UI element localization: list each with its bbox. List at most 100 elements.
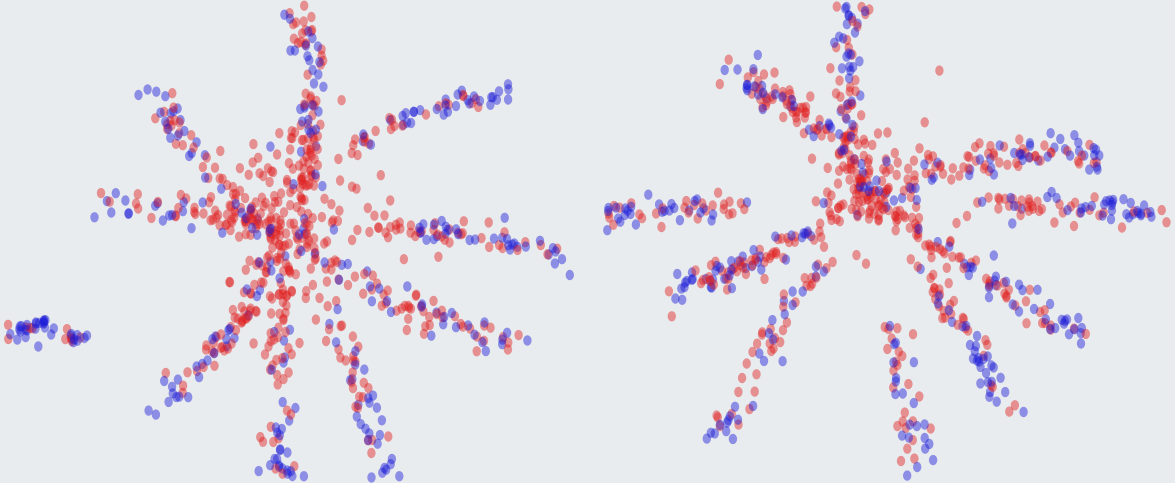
point-series-a [870,208,879,219]
point-series-a [728,208,737,219]
point-series-b [1057,314,1066,325]
point-series-a [303,118,313,130]
point-series-b [860,6,870,17]
point-series-a [779,111,788,123]
point-series-a [958,312,967,323]
point-series-a [222,219,231,230]
point-series-b [253,229,262,240]
point-series-a [798,102,808,113]
point-series-a [479,335,489,346]
point-series-a [751,81,760,93]
point-series-b [144,405,153,416]
point-series-a [955,170,964,181]
point-series-a [472,346,481,357]
point-series-b [727,256,736,267]
point-series-a [432,308,441,320]
point-series-a [246,288,255,299]
point-series-a [376,170,385,181]
point-series-b [847,96,856,107]
point-series-b [166,132,175,143]
point-series-b [1107,205,1117,216]
point-series-b [492,94,502,106]
point-series-a [920,117,929,128]
point-series-a [276,215,285,226]
point-series-b [757,264,766,275]
point-series-a [287,126,296,137]
point-series-b [725,411,735,422]
point-series-a [316,119,325,130]
point-series-a [249,208,259,219]
point-series-b [1085,164,1094,175]
point-series-a [192,365,202,377]
point-series-a [836,91,845,103]
point-series-b [203,355,212,366]
point-series-a [300,0,309,11]
point-series-a [228,188,238,200]
point-series-b [375,429,385,441]
point-series-b [167,381,177,392]
point-series-b [1052,192,1061,204]
point-series-b [502,233,512,245]
point-series-a [404,302,414,313]
point-series-a [245,255,254,266]
point-series-a [257,277,266,288]
point-series-a [302,218,311,229]
point-series-a [286,200,295,211]
point-series-a [274,239,284,250]
point-series-a [609,200,619,212]
point-series-b [1018,284,1027,296]
point-series-b [375,283,384,294]
point-series-a [252,259,261,270]
point-series-a [834,149,844,160]
point-series-a [261,267,271,278]
point-series-a [105,196,114,207]
point-series-a [993,280,1002,291]
point-series-a [240,216,249,227]
point-series-a [989,150,999,161]
point-series-a [1000,193,1010,204]
point-series-b [69,337,78,348]
point-series-a [855,176,865,187]
point-series-b [386,306,396,318]
point-series-a [900,407,909,418]
point-series-a [456,318,465,330]
point-series-a [827,131,836,143]
point-series-a [278,241,287,252]
point-series-b [1074,145,1084,157]
point-series-a [834,165,844,176]
point-series-a [307,150,316,161]
point-series-a [908,416,918,427]
point-series-a [265,227,274,238]
point-series-a [310,242,319,254]
point-series-b [521,241,530,252]
point-series-a [850,154,860,165]
point-series-a [841,112,850,123]
point-series-a [995,157,1004,168]
point-series-b [965,339,975,351]
point-series-a [241,264,250,275]
point-series-a [892,169,901,181]
point-series-a [444,99,453,110]
point-series-a [327,217,337,228]
point-series-b [40,322,50,333]
point-series-a [267,293,277,304]
point-series-b [366,139,376,150]
point-series-a [741,268,751,280]
point-series-a [364,382,373,394]
point-series-a [306,91,315,102]
point-series-a [761,252,771,263]
point-series-a [884,204,893,216]
point-series-a [982,273,991,284]
point-series-a [429,295,438,307]
point-series-a [854,173,864,185]
point-series-a [327,199,336,210]
point-series-a [779,289,788,300]
point-series-a [833,178,843,189]
point-series-a [615,202,624,213]
point-series-a [827,214,836,226]
point-series-a [826,210,835,221]
point-series-a [851,86,860,97]
point-series-a [306,165,315,176]
point-series-a [251,222,261,234]
point-series-a [899,210,908,221]
